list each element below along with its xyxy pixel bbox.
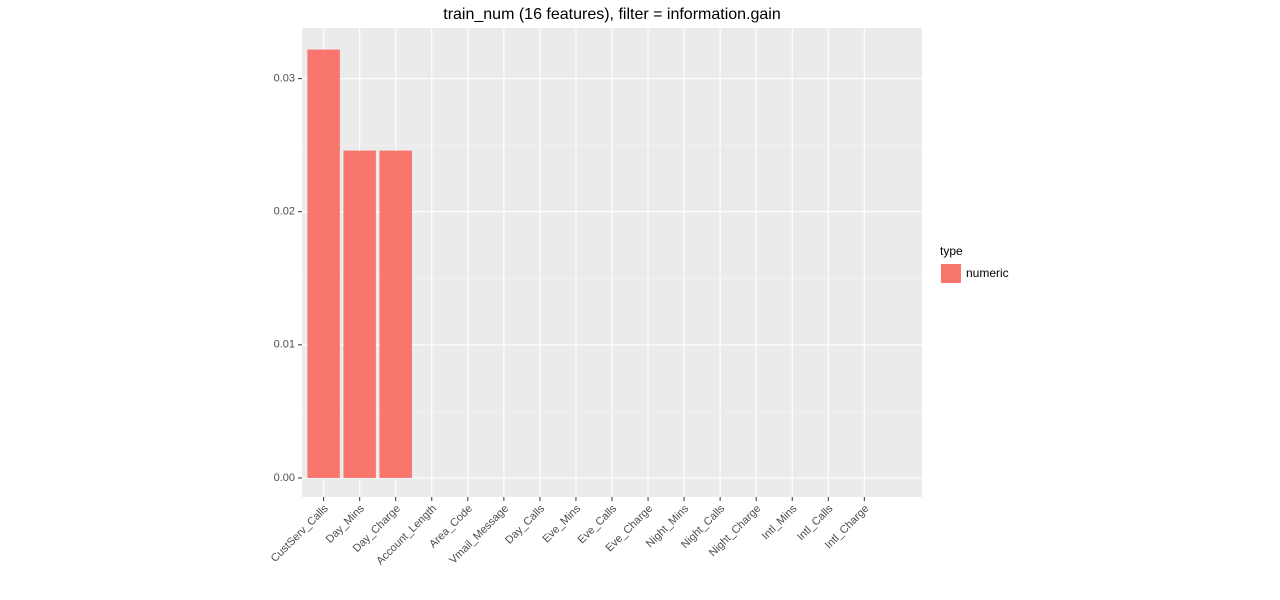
chart-title: train_num (16 features), filter = inform… (443, 6, 781, 23)
y-tick-label: 0.00 (274, 472, 295, 484)
x-tick-label: Intl_Mins (760, 502, 800, 542)
bar (379, 150, 412, 478)
bar (307, 49, 340, 478)
y-tick-label: 0.01 (274, 339, 295, 351)
y-tick-label: 0.02 (274, 206, 295, 218)
x-tick-label: CustServ_Calls (269, 502, 331, 564)
legend-title: type (940, 244, 963, 258)
legend-key (941, 264, 961, 283)
y-tick-label: 0.03 (274, 72, 295, 84)
legend-label: numeric (966, 266, 1009, 280)
x-tick-label: Day_Calls (503, 502, 547, 546)
bar (343, 150, 376, 478)
